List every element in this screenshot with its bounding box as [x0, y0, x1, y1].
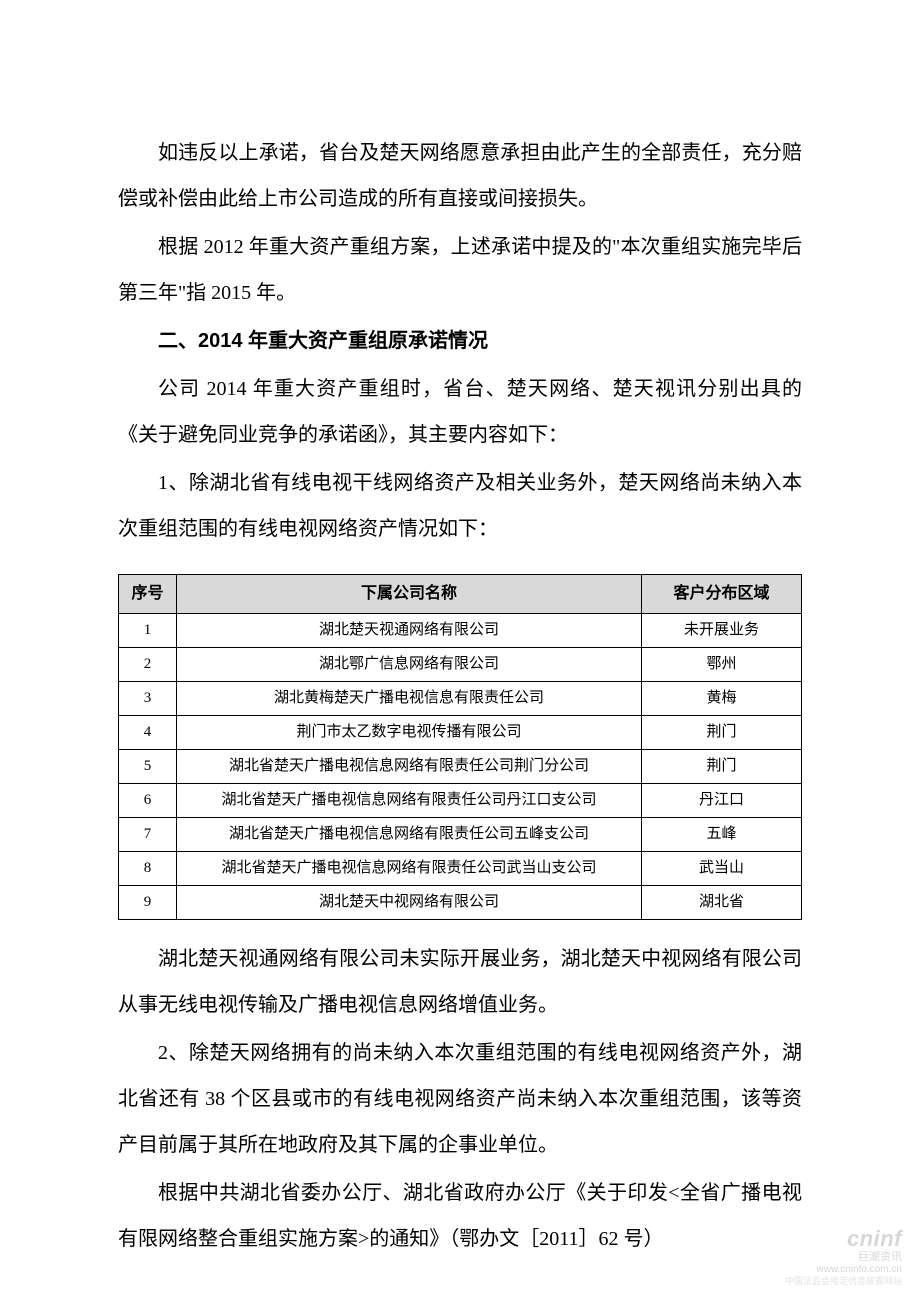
cell-idx: 9 — [119, 886, 177, 920]
paragraph-2: 根据 2012 年重大资产重组方案，上述承诺中提及的"本次重组实施完毕后第三年"… — [118, 224, 802, 316]
table-row: 3 湖北黄梅楚天广播电视信息有限责任公司 黄梅 — [119, 682, 802, 716]
cell-area: 未开展业务 — [642, 614, 802, 648]
paragraph-5: 1、除湖北省有线电视干线网络资产及相关业务外，楚天网络尚未纳入本次重组范围的有线… — [118, 460, 802, 552]
cell-name: 湖北楚天视通网络有限公司 — [177, 614, 642, 648]
table-row: 7 湖北省楚天广播电视信息网络有限责任公司五峰支公司 五峰 — [119, 818, 802, 852]
cell-name: 湖北鄂广信息网络有限公司 — [177, 648, 642, 682]
table-row: 9 湖北楚天中视网络有限公司 湖北省 — [119, 886, 802, 920]
table-row: 6 湖北省楚天广播电视信息网络有限责任公司丹江口支公司 丹江口 — [119, 784, 802, 818]
watermark-disclaimer: 中国证监会指定信息披露网站 — [785, 1277, 902, 1286]
watermark-cn: 巨潮资讯 — [785, 1252, 902, 1263]
cell-name: 荆门市太乙数字电视传播有限公司 — [177, 716, 642, 750]
cell-area: 武当山 — [642, 852, 802, 886]
cell-idx: 5 — [119, 750, 177, 784]
table-header-idx: 序号 — [119, 575, 177, 614]
cell-idx: 2 — [119, 648, 177, 682]
cell-name: 湖北省楚天广播电视信息网络有限责任公司荆门分公司 — [177, 750, 642, 784]
paragraph-1: 如违反以上承诺，省台及楚天网络愿意承担由此产生的全部责任，充分赔偿或补偿由此给上… — [118, 130, 802, 222]
cell-idx: 8 — [119, 852, 177, 886]
cell-name: 湖北省楚天广播电视信息网络有限责任公司武当山支公司 — [177, 852, 642, 886]
cell-idx: 6 — [119, 784, 177, 818]
cell-idx: 3 — [119, 682, 177, 716]
table-header-row: 序号 下属公司名称 客户分布区域 — [119, 575, 802, 614]
paragraph-4: 公司 2014 年重大资产重组时，省台、楚天网络、楚天视讯分别出具的《关于避免同… — [118, 366, 802, 458]
cell-area: 湖北省 — [642, 886, 802, 920]
cell-area: 黄梅 — [642, 682, 802, 716]
table-row: 5 湖北省楚天广播电视信息网络有限责任公司荆门分公司 荆门 — [119, 750, 802, 784]
table-header-name: 下属公司名称 — [177, 575, 642, 614]
table-body: 1 湖北楚天视通网络有限公司 未开展业务 2 湖北鄂广信息网络有限公司 鄂州 3… — [119, 614, 802, 920]
watermark-brand: cninf — [785, 1228, 902, 1250]
table-header-area: 客户分布区域 — [642, 575, 802, 614]
watermark: cninf 巨潮资讯 www.cninfo.com.cn 中国证监会指定信息披露… — [785, 1228, 902, 1286]
cell-area: 五峰 — [642, 818, 802, 852]
cell-idx: 4 — [119, 716, 177, 750]
cell-area: 鄂州 — [642, 648, 802, 682]
paragraph-8: 根据中共湖北省委办公厅、湖北省政府办公厅《关于印发<全省广播电视有限网络整合重组… — [118, 1170, 802, 1262]
table-row: 1 湖北楚天视通网络有限公司 未开展业务 — [119, 614, 802, 648]
document-page: 如违反以上承诺，省台及楚天网络愿意承担由此产生的全部责任，充分赔偿或补偿由此给上… — [0, 0, 920, 1262]
cell-name: 湖北省楚天广播电视信息网络有限责任公司五峰支公司 — [177, 818, 642, 852]
paragraph-6: 湖北楚天视通网络有限公司未实际开展业务，湖北楚天中视网络有限公司从事无线电视传输… — [118, 936, 802, 1028]
cell-area: 丹江口 — [642, 784, 802, 818]
section-heading-2: 二、2014 年重大资产重组原承诺情况 — [118, 318, 802, 364]
subsidiary-table: 序号 下属公司名称 客户分布区域 1 湖北楚天视通网络有限公司 未开展业务 2 … — [118, 574, 802, 920]
table-row: 8 湖北省楚天广播电视信息网络有限责任公司武当山支公司 武当山 — [119, 852, 802, 886]
subsidiary-table-wrap: 序号 下属公司名称 客户分布区域 1 湖北楚天视通网络有限公司 未开展业务 2 … — [118, 574, 802, 920]
cell-name: 湖北楚天中视网络有限公司 — [177, 886, 642, 920]
cell-area: 荆门 — [642, 716, 802, 750]
cell-name: 湖北省楚天广播电视信息网络有限责任公司丹江口支公司 — [177, 784, 642, 818]
paragraph-7: 2、除楚天网络拥有的尚未纳入本次重组范围的有线电视网络资产外，湖北省还有 38 … — [118, 1030, 802, 1168]
cell-idx: 7 — [119, 818, 177, 852]
cell-name: 湖北黄梅楚天广播电视信息有限责任公司 — [177, 682, 642, 716]
table-row: 2 湖北鄂广信息网络有限公司 鄂州 — [119, 648, 802, 682]
cell-idx: 1 — [119, 614, 177, 648]
table-row: 4 荆门市太乙数字电视传播有限公司 荆门 — [119, 716, 802, 750]
watermark-url: www.cninfo.com.cn — [785, 1265, 902, 1275]
cell-area: 荆门 — [642, 750, 802, 784]
